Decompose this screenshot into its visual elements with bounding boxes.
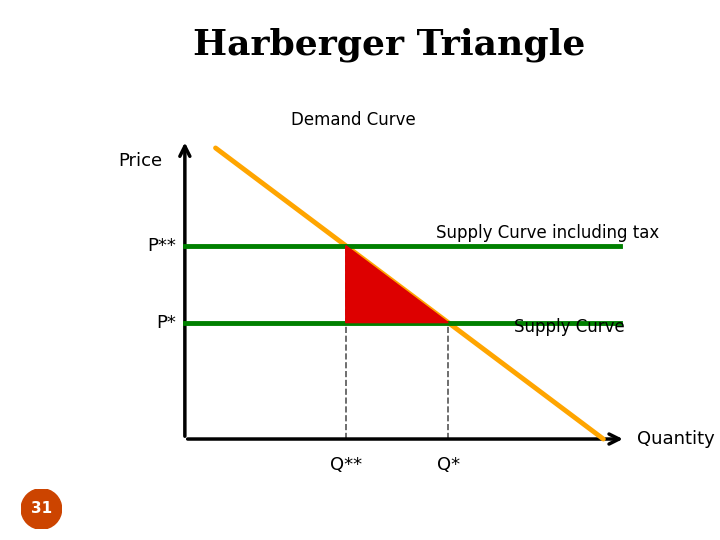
Text: Demand Curve: Demand Curve	[291, 111, 415, 129]
Text: Price: Price	[118, 152, 163, 170]
Polygon shape	[346, 246, 449, 322]
Text: P**: P**	[148, 237, 176, 255]
Text: Q*: Q*	[436, 456, 460, 474]
Text: Q**: Q**	[330, 456, 362, 474]
Text: 31: 31	[31, 502, 52, 516]
Text: Supply Curve: Supply Curve	[514, 318, 625, 336]
Text: Quantity: Quantity	[637, 430, 714, 448]
Text: Harberger Triangle: Harberger Triangle	[193, 27, 585, 62]
Text: Supply Curve including tax: Supply Curve including tax	[436, 224, 660, 242]
Circle shape	[21, 489, 62, 529]
Text: P*: P*	[157, 314, 176, 332]
